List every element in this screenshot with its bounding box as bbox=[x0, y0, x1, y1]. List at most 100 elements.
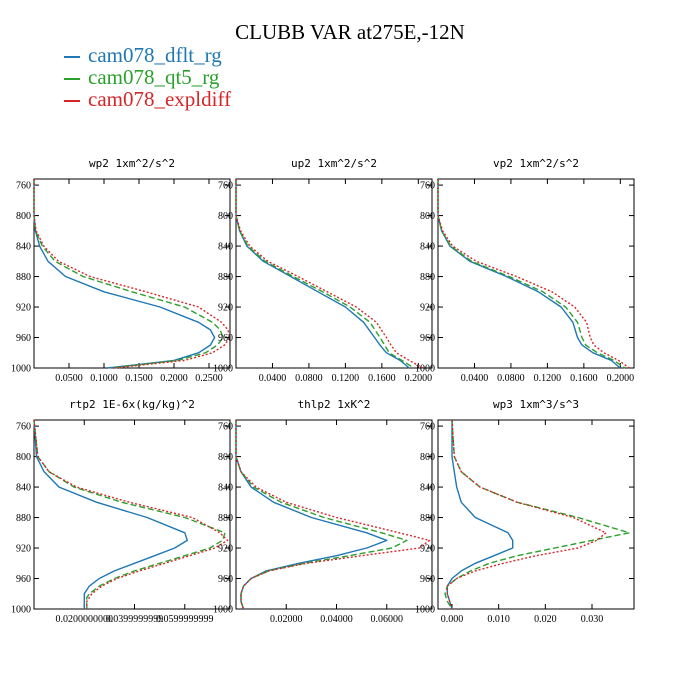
legend-swatch-expldiff bbox=[64, 100, 80, 103]
series-line-cam078-expldiff bbox=[446, 419, 607, 610]
y-tick-label: 800 bbox=[16, 211, 31, 222]
y-tick-label: 880 bbox=[218, 513, 233, 524]
panel-6: wp3 1xm^3/s^3 760 800 840 880 920 960 1000 0.000… bbox=[415, 398, 635, 625]
y-tick-label: 960 bbox=[218, 574, 233, 585]
y-tick-label: 840 bbox=[218, 242, 233, 253]
panel-title: wp3 1xm^3/s^3 bbox=[493, 398, 579, 411]
y-tick-label: 840 bbox=[218, 483, 233, 494]
legend-label-qt5: cam078_qt5_rg bbox=[88, 65, 220, 89]
series-line-cam078-dflt-rg bbox=[33, 179, 216, 369]
series-line-cam078-dflt-rg bbox=[437, 179, 621, 369]
y-tick-label: 920 bbox=[16, 544, 31, 555]
x-tick-label: 0.0399999999 bbox=[106, 614, 164, 625]
series-line-cam078-qt5-rg bbox=[235, 179, 415, 369]
panel-title: thlp2 1xK^2 bbox=[298, 398, 371, 411]
series-line-cam078-qt5-rg bbox=[437, 179, 626, 369]
panel-5: thlp2 1xK^2 760 800 840 880 920 960 1000 0.02000… bbox=[213, 398, 433, 625]
x-tick-label: 0.1200 bbox=[332, 373, 360, 384]
y-tick-label: 800 bbox=[218, 452, 233, 463]
plot-frame bbox=[33, 178, 231, 369]
y-tick-label: 920 bbox=[420, 303, 435, 314]
plot-frame bbox=[33, 419, 231, 610]
series-line-cam078-dflt-rg bbox=[33, 419, 189, 609]
x-tick-label: 0.0400 bbox=[259, 373, 287, 384]
y-tick-label: 1000 bbox=[415, 364, 435, 375]
y-tick-label: 840 bbox=[420, 483, 435, 494]
y-tick-label: 800 bbox=[16, 452, 31, 463]
panel-4: rtp2 1E-6x(kg/kg)^2 760 800 840 880 920 960 100… bbox=[11, 398, 231, 625]
y-tick-label: 800 bbox=[218, 211, 233, 222]
y-tick-label: 760 bbox=[420, 422, 435, 433]
series-line-cam078-expldiff bbox=[235, 420, 431, 610]
panel-title: wp2 1xm^2/s^2 bbox=[89, 157, 175, 170]
series-line-cam078-dflt-rg bbox=[235, 179, 410, 369]
series-line-cam078-qt5-rg bbox=[33, 419, 226, 609]
panel-1: wp2 1xm^2/s^2 760 800 840 880 920 960 1000 0.050… bbox=[11, 157, 231, 384]
y-tick-label: 880 bbox=[16, 272, 31, 283]
panel-title: up2 1xm^2/s^2 bbox=[291, 157, 377, 170]
y-tick-label: 760 bbox=[16, 181, 31, 192]
x-tick-label: 0.0599999999 bbox=[156, 614, 214, 625]
y-tick-label: 1000 bbox=[213, 364, 233, 375]
y-tick-label: 880 bbox=[420, 513, 435, 524]
series-line-cam078-expldiff bbox=[33, 179, 231, 369]
y-tick-label: 760 bbox=[16, 422, 31, 433]
plot-frame bbox=[235, 178, 433, 369]
y-tick-label: 1000 bbox=[415, 605, 435, 616]
x-tick-label: 0.010 bbox=[487, 614, 510, 625]
plot-frame bbox=[235, 419, 433, 610]
y-tick-label: 920 bbox=[16, 303, 31, 314]
y-tick-label: 840 bbox=[16, 242, 31, 253]
y-tick-label: 920 bbox=[218, 303, 233, 314]
legend-item-dflt: cam078_dflt_rg bbox=[64, 44, 222, 66]
series-line-cam078-dflt-rg bbox=[235, 420, 388, 610]
y-tick-label: 960 bbox=[420, 333, 435, 344]
legend-label-expldiff: cam078_expldiff bbox=[88, 87, 232, 111]
y-tick-label: 1000 bbox=[11, 605, 31, 616]
legend-label-dflt: cam078_dflt_rg bbox=[88, 43, 222, 67]
x-tick-label: 0.1600 bbox=[368, 373, 396, 384]
y-tick-label: 840 bbox=[420, 242, 435, 253]
y-tick-label: 880 bbox=[16, 513, 31, 524]
x-tick-label: 0.000 bbox=[441, 614, 464, 625]
legend-item-expldiff: cam078_expldiff bbox=[64, 88, 231, 110]
series-line-cam078-dflt-rg bbox=[446, 420, 514, 610]
x-tick-label: 0.1600 bbox=[570, 373, 598, 384]
y-tick-label: 800 bbox=[420, 452, 435, 463]
x-tick-label: 0.0200000000 bbox=[56, 614, 114, 625]
x-tick-label: 0.2000 bbox=[160, 373, 188, 384]
panel-2: up2 1xm^2/s^2 760 800 840 880 920 960 1000 0.040… bbox=[213, 157, 433, 384]
y-tick-label: 920 bbox=[218, 544, 233, 555]
panel-title: rtp2 1E-6x(kg/kg)^2 bbox=[69, 398, 195, 411]
y-tick-label: 760 bbox=[420, 181, 435, 192]
y-tick-label: 960 bbox=[16, 333, 31, 344]
x-tick-label: 0.1200 bbox=[534, 373, 562, 384]
legend-item-qt5: cam078_qt5_rg bbox=[64, 66, 219, 88]
x-tick-label: 0.04000 bbox=[320, 614, 353, 625]
x-tick-label: 0.030 bbox=[581, 614, 604, 625]
figure-title: CLUBB VAR at275E,-12N bbox=[235, 20, 465, 44]
x-tick-label: 0.0400 bbox=[461, 373, 489, 384]
y-tick-label: 920 bbox=[420, 544, 435, 555]
y-tick-label: 880 bbox=[420, 272, 435, 283]
x-tick-label: 0.06000 bbox=[371, 614, 404, 625]
x-tick-label: 0.020 bbox=[534, 614, 557, 625]
x-tick-label: 0.02000 bbox=[270, 614, 303, 625]
x-tick-label: 0.1500 bbox=[125, 373, 153, 384]
x-tick-label: 0.0800 bbox=[497, 373, 525, 384]
y-tick-label: 760 bbox=[218, 181, 233, 192]
x-tick-label: 0.2000 bbox=[405, 373, 433, 384]
series-line-cam078-expldiff bbox=[33, 419, 229, 609]
y-tick-label: 960 bbox=[16, 574, 31, 585]
x-tick-label: 0.0500 bbox=[55, 373, 83, 384]
x-tick-label: 0.2000 bbox=[607, 373, 635, 384]
y-tick-label: 960 bbox=[420, 574, 435, 585]
series-line-cam078-expldiff bbox=[235, 179, 424, 369]
plot-frame bbox=[437, 178, 635, 369]
x-tick-label: 0.0800 bbox=[295, 373, 323, 384]
y-tick-label: 760 bbox=[218, 422, 233, 433]
panel-title: vp2 1xm^2/s^2 bbox=[493, 157, 579, 170]
x-tick-label: 0.2500 bbox=[195, 373, 223, 384]
panel-3: vp2 1xm^2/s^2 760 800 840 880 920 960 1000 0.040… bbox=[415, 157, 635, 384]
